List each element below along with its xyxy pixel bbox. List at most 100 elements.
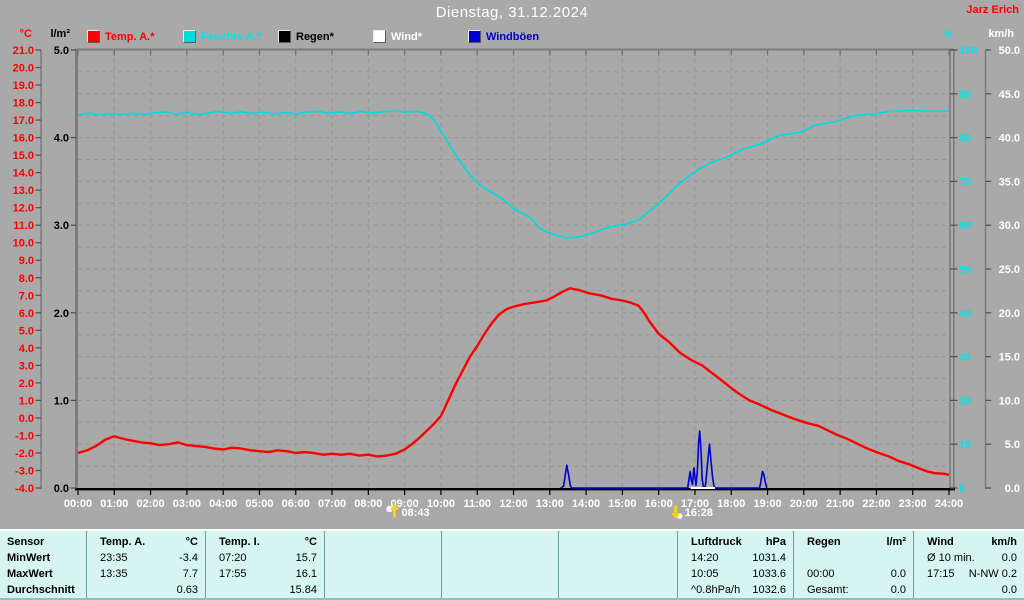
stats-value-cell: 23:35 -3.4 (87, 550, 205, 566)
temp-axis-label: 16.0 (13, 133, 34, 145)
time-axis-label: 24:00 (935, 498, 963, 510)
stats-value-cell: 17:15 N-NW 0.2 (914, 566, 1024, 582)
stats-value-cell: 14:20 1031.4 (678, 550, 793, 566)
stats-value-cell: 13:35 7.7 (87, 566, 205, 582)
stats-col-temp-i: Temp. I. °C 07:20 15.7 17:55 16.1 15.84 (206, 531, 325, 598)
stats-value-cell: 15.84 (206, 582, 324, 598)
legend-swatch-icon (183, 30, 196, 43)
time-axis-label: 16:00 (645, 498, 673, 510)
stats-header-cell: Regen l/m² (794, 534, 913, 550)
time-axis-label: 21:00 (826, 498, 854, 510)
stats-cell-value: °C (185, 536, 198, 548)
stats-cell-value: 1031.4 (752, 552, 786, 564)
humidity-axis-label: 60 (959, 220, 971, 232)
legend-item: Windböen (468, 30, 539, 43)
stats-col-regen: Regen l/m² 00:00 0.0 Gesamt: 0.0 (794, 531, 914, 598)
time-axis-label: 05:00 (245, 498, 273, 510)
legend-label: Feuchte A.* (201, 30, 262, 43)
stats-value-cell: 07:20 15.7 (206, 550, 324, 566)
wind-axis-label: 0.0 (1005, 483, 1020, 495)
humidity-axis-label: 90 (959, 89, 971, 101)
rain-axis-label: 3.0 (54, 220, 69, 232)
stats-cell-value: 1033.6 (752, 568, 786, 580)
axis-unit-temp: °C (19, 28, 32, 40)
stats-header-cell (559, 534, 677, 550)
temp-axis-label: 18.0 (13, 98, 34, 110)
legend-label: Wind* (391, 30, 423, 43)
stats-cell-value: 16.1 (295, 568, 317, 580)
stats-cell-time: 17:15 (927, 568, 955, 580)
legend-swatch-icon (468, 30, 481, 43)
rain-axis-label: 4.0 (54, 133, 69, 145)
wind-axis-label: 40.0 (999, 133, 1020, 145)
temp-axis-label: 14.0 (13, 168, 34, 180)
stats-value-cell: 00:00 0.0 (794, 566, 913, 582)
temp-axis-label: 0.0 (19, 413, 34, 425)
rain-axis-label: 1.0 (54, 395, 69, 407)
stats-value-cell: ^0.8hPa/h 1032.6 (678, 582, 793, 598)
stats-value-cell: 17:55 16.1 (206, 566, 324, 582)
stats-col-empty-3 (559, 531, 678, 598)
temp-axis-label: 19.0 (13, 80, 34, 92)
series-windb-en (560, 430, 768, 489)
temp-axis-label: 1.0 (19, 395, 34, 407)
stats-value-cell: Ø 10 min. 0.0 (914, 550, 1024, 566)
temp-axis-label: 8.0 (19, 273, 34, 285)
stats-cell-time: Luftdruck (691, 536, 742, 548)
wind-axis-label: 10.0 (999, 395, 1020, 407)
time-axis-label: 00:00 (64, 498, 92, 510)
stats-cell-value: hPa (765, 536, 786, 548)
stats-header-cell (442, 534, 558, 550)
time-axis-label: 09:00 (391, 498, 419, 510)
stats-value-cell: 0.63 (87, 582, 205, 598)
wind-axis-label: 45.0 (999, 89, 1020, 101)
humidity-axis-label: 50 (959, 264, 971, 276)
time-axis-label: 06:00 (282, 498, 310, 510)
stats-row-label: Sensor (7, 536, 45, 548)
wind-axis-label: 30.0 (999, 220, 1020, 232)
rain-axis-label: 5.0 (54, 45, 69, 57)
sunrise-time-label: 08:43 (401, 507, 429, 519)
stats-value-cell: 0.0 (914, 582, 1024, 598)
stats-cell-value: N-NW 0.2 (968, 568, 1017, 580)
sunrise-icon (386, 505, 393, 513)
stats-cell-time: Temp. I. (219, 536, 260, 548)
stats-cell-value: 0.0 (1001, 552, 1017, 564)
wind-axis-label: 15.0 (999, 352, 1020, 364)
time-axis-label: 11:00 (463, 498, 491, 510)
time-axis-label: 14:00 (572, 498, 600, 510)
stats-cell-value: 0.0 (890, 568, 906, 580)
stats-value-cell (559, 582, 677, 598)
temp-axis-label: 15.0 (13, 150, 34, 162)
temp-axis-label: 11.0 (13, 220, 34, 232)
page-title: Dienstag, 31.12.2024 (435, 4, 589, 21)
time-axis-label: 18:00 (717, 498, 745, 510)
station-name: Jarz Erich (966, 4, 1019, 16)
humidity-axis-label: 40 (959, 308, 971, 320)
temp-axis-label: -2.0 (15, 448, 34, 460)
time-axis-label: 02:00 (137, 498, 165, 510)
wind-axis-label: 5.0 (1005, 439, 1020, 451)
axis-unit-humidity: % (942, 28, 952, 40)
stats-col-temp-a: Temp. A. °C 23:35 -3.4 13:35 7.7 0.63 (87, 531, 206, 598)
series-feuchte-a- (77, 109, 950, 239)
stats-value-cell (442, 582, 558, 598)
temp-axis-label: 6.0 (19, 308, 34, 320)
humidity-axis-label: 80 (959, 133, 971, 145)
stats-cell-time: 14:20 (691, 552, 719, 564)
stats-value-cell (325, 582, 441, 598)
time-axis-label: 22:00 (862, 498, 890, 510)
time-axis-label: 08:00 (354, 498, 382, 510)
stats-cell-value: km/h (991, 536, 1017, 548)
stats-header-cell: Wind km/h (914, 534, 1024, 550)
stats-cell-time: 13:35 (100, 568, 128, 580)
time-axis-label: 17:00 (681, 498, 709, 510)
stats-col-labels: Sensor MinWert MaxWert Durchschnitt (0, 531, 87, 598)
humidity-axis-label: 100 (959, 45, 977, 57)
stats-cell-time: 17:55 (219, 568, 247, 580)
stats-value-cell (559, 550, 677, 566)
stats-cell-time: Gesamt: (807, 584, 849, 596)
humidity-axis-label: 20 (959, 395, 971, 407)
temp-axis-label: 20.0 (13, 63, 34, 75)
legend-item: Wind* (373, 30, 422, 43)
